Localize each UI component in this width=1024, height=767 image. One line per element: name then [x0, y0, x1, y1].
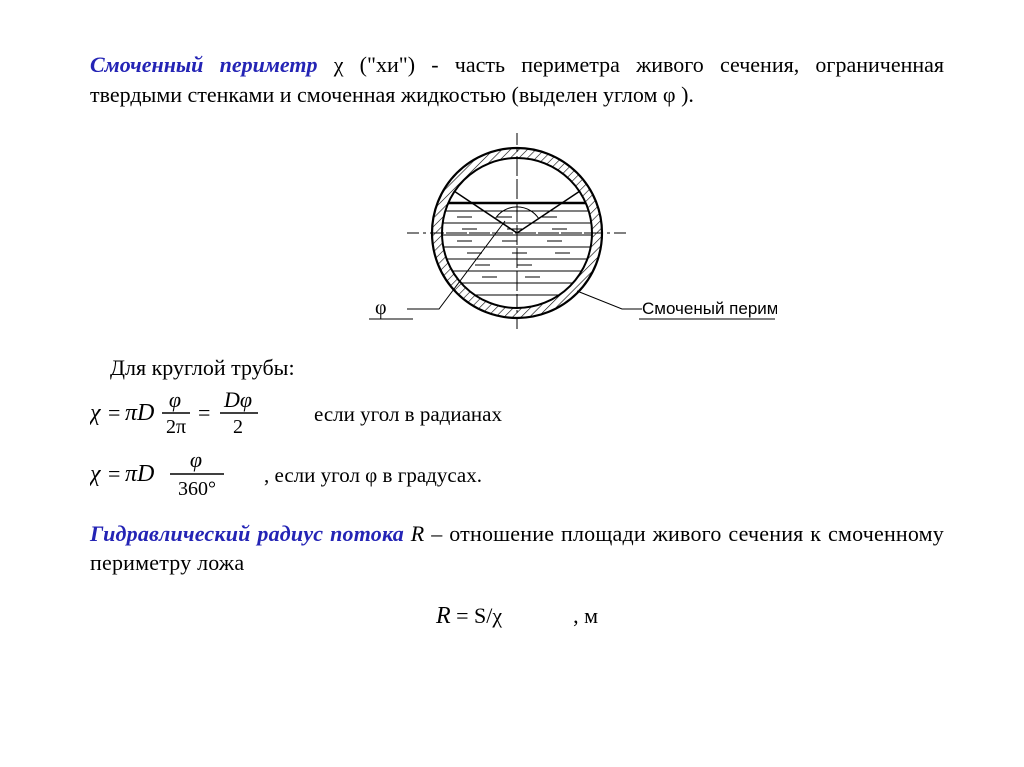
svg-text:=: =	[108, 461, 120, 486]
round-pipe-label: Для круглой трубы:	[110, 353, 944, 383]
intro-phi: φ	[663, 82, 676, 107]
formula-degrees: χ = πD φ 360° , если угол φ в градусах.	[90, 445, 944, 505]
pipe-cross-section-diagram: φ Смоченый периметр	[90, 131, 944, 349]
svg-text:φ: φ	[169, 387, 181, 412]
term-wetted-perimeter: Смоченный периметр	[90, 52, 318, 77]
svg-text:Dφ: Dφ	[223, 387, 252, 412]
final-unit: , м	[573, 603, 598, 628]
svg-text:=: =	[198, 400, 210, 425]
formula2-after: , если угол φ в градусах.	[264, 461, 482, 489]
svg-text:φ: φ	[190, 447, 202, 472]
svg-text:πD: πD	[125, 461, 154, 487]
diagram-phi-label: φ	[375, 297, 387, 319]
final-formula: R = S/χ , м	[90, 600, 944, 632]
hydraulic-var: R	[411, 521, 425, 546]
svg-text:πD: πD	[125, 400, 154, 426]
svg-text:360°: 360°	[178, 478, 216, 500]
term-hydraulic-radius: Гидравлический радиус потока	[90, 521, 404, 546]
svg-text:χ: χ	[90, 400, 102, 426]
svg-text:2: 2	[233, 416, 243, 438]
chi-symbol: χ ("хи")	[334, 52, 415, 77]
intro-tail2: ).	[681, 82, 694, 107]
intro-paragraph: Смоченный периметр χ ("хи") - часть пери…	[90, 50, 944, 109]
svg-text:χ: χ	[90, 461, 102, 487]
hydraulic-paragraph: Гидравлический радиус потока R – отношен…	[90, 519, 944, 578]
svg-text:2π: 2π	[166, 416, 186, 438]
formula-radians: χ = πD φ 2π = Dφ 2 если угол в радианах	[90, 385, 944, 443]
formula1-after: если угол в радианах	[314, 400, 502, 428]
diagram-perimeter-label: Смоченый периметр	[642, 299, 777, 318]
svg-text:=: =	[108, 400, 120, 425]
